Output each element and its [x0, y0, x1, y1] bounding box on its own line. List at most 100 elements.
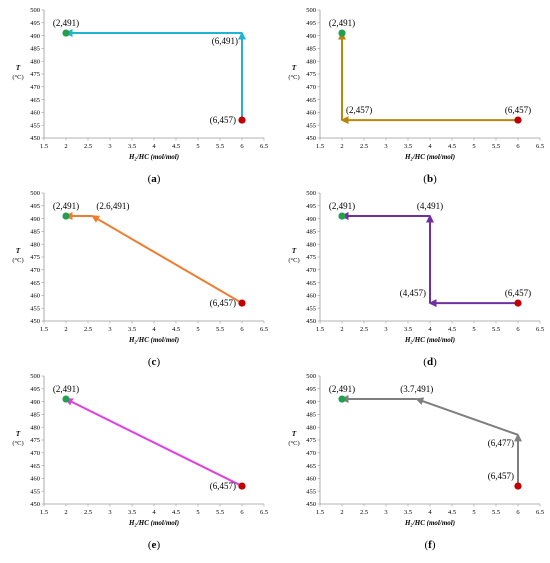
x-axis-title: H₂/HC (mol/mol)	[128, 519, 179, 527]
panel-caption-letter: f	[428, 539, 432, 551]
y-axis-unit: (°C)	[12, 74, 23, 81]
point-label: (6,457)	[210, 115, 236, 125]
panel-caption-letter: a	[151, 173, 157, 185]
y-axis-unit: (°C)	[288, 257, 299, 264]
x-tick-label: 6	[516, 326, 520, 333]
point-label: (2,491)	[329, 384, 355, 394]
x-tick-label: 4	[428, 509, 432, 516]
y-axis-unit: (°C)	[288, 440, 299, 447]
x-tick-label: 3	[384, 326, 387, 333]
x-tick-label: 1.5	[316, 143, 324, 150]
y-tick-label: 470	[30, 84, 40, 91]
point-label: (6,457)	[505, 105, 531, 115]
x-tick-label: 4.5	[448, 143, 456, 150]
y-tick-label: 495	[30, 386, 40, 393]
x-tick-label: 6	[240, 326, 244, 333]
x-tick-label: 4	[152, 509, 156, 516]
end-point-marker	[338, 212, 346, 220]
panel-caption-letter: e	[152, 539, 157, 551]
y-tick-label: 500	[30, 190, 40, 197]
x-tick-label: 5.5	[492, 143, 500, 150]
y-tick-label: 490	[30, 216, 40, 223]
x-tick-label: 1.5	[316, 509, 324, 516]
x-axis-title: H₂/HC (mol/mol)	[404, 336, 455, 344]
path-segment	[64, 398, 243, 487]
x-tick-label: 4.5	[172, 143, 180, 150]
x-tick-label: 5	[196, 143, 199, 150]
x-tick-label: 4	[152, 326, 156, 333]
path-segment	[91, 215, 243, 304]
x-tick-label: 2.5	[360, 509, 368, 516]
y-tick-label: 495	[306, 20, 316, 27]
point-label: (2,491)	[53, 201, 79, 211]
x-tick-label: 1.5	[40, 509, 48, 516]
y-tick-label: 470	[30, 267, 40, 274]
panel-caption-letter: d	[427, 356, 433, 368]
panel-caption-letter: b	[427, 173, 433, 185]
y-tick-label: 450	[306, 318, 316, 325]
y-axis-unit: (°C)	[12, 440, 23, 447]
x-tick-label: 3	[108, 143, 111, 150]
y-tick-label: 500	[30, 373, 40, 380]
start-point-marker	[514, 116, 522, 124]
y-tick-label: 490	[306, 399, 316, 406]
x-tick-label: 3.5	[404, 143, 412, 150]
panel-caption: (f)	[424, 539, 435, 551]
x-tick-label: 2	[340, 509, 343, 516]
x-tick-label: 6.5	[536, 326, 544, 333]
y-axis-title: T	[292, 64, 297, 72]
start-point-marker	[238, 116, 246, 124]
y-tick-label: 455	[30, 122, 40, 129]
x-tick-label: 4.5	[448, 509, 456, 516]
y-tick-label: 470	[30, 450, 40, 457]
y-tick-label: 475	[30, 254, 40, 261]
x-tick-label: 2	[340, 143, 343, 150]
x-tick-label: 6	[516, 509, 520, 516]
x-tick-label: 4	[428, 326, 432, 333]
x-tick-label: 3	[108, 326, 111, 333]
y-tick-label: 460	[306, 293, 316, 300]
y-tick-label: 490	[30, 399, 40, 406]
x-tick-label: 6	[240, 509, 244, 516]
y-tick-label: 470	[306, 84, 316, 91]
y-tick-label: 485	[306, 46, 316, 53]
y-tick-label: 465	[306, 280, 316, 287]
point-label: (3.7,491)	[400, 384, 433, 394]
x-tick-label: 2	[340, 326, 343, 333]
x-tick-label: 3.5	[404, 326, 412, 333]
y-axis-title: T	[292, 430, 297, 438]
point-label: (6,491)	[212, 36, 238, 46]
y-tick-label: 500	[306, 373, 316, 380]
y-tick-label: 470	[306, 450, 316, 457]
start-point-marker	[514, 299, 522, 307]
y-tick-label: 490	[306, 216, 316, 223]
x-tick-label: 6.5	[260, 509, 268, 516]
y-tick-label: 450	[306, 501, 316, 508]
y-tick-label: 465	[30, 280, 40, 287]
y-tick-label: 480	[30, 241, 40, 248]
y-tick-label: 450	[30, 135, 40, 142]
x-tick-label: 2.5	[360, 143, 368, 150]
x-tick-label: 1.5	[40, 143, 48, 150]
y-tick-label: 490	[306, 33, 316, 40]
point-label: (6,457)	[505, 288, 531, 298]
y-tick-label: 460	[30, 110, 40, 117]
y-tick-label: 455	[30, 488, 40, 495]
y-tick-label: 480	[306, 58, 316, 65]
y-tick-label: 500	[306, 7, 316, 14]
y-tick-label: 480	[30, 58, 40, 65]
x-axis-title: H₂/HC (mol/mol)	[404, 519, 455, 527]
panel-caption: (d)	[423, 356, 437, 368]
point-label: (4,457)	[400, 288, 426, 298]
panel-caption: (a)	[148, 173, 161, 185]
y-tick-label: 465	[306, 97, 316, 104]
y-tick-label: 495	[306, 203, 316, 210]
y-tick-label: 500	[306, 190, 316, 197]
point-label: (6,457)	[210, 481, 236, 491]
x-tick-label: 5	[472, 143, 475, 150]
y-tick-label: 470	[306, 267, 316, 274]
